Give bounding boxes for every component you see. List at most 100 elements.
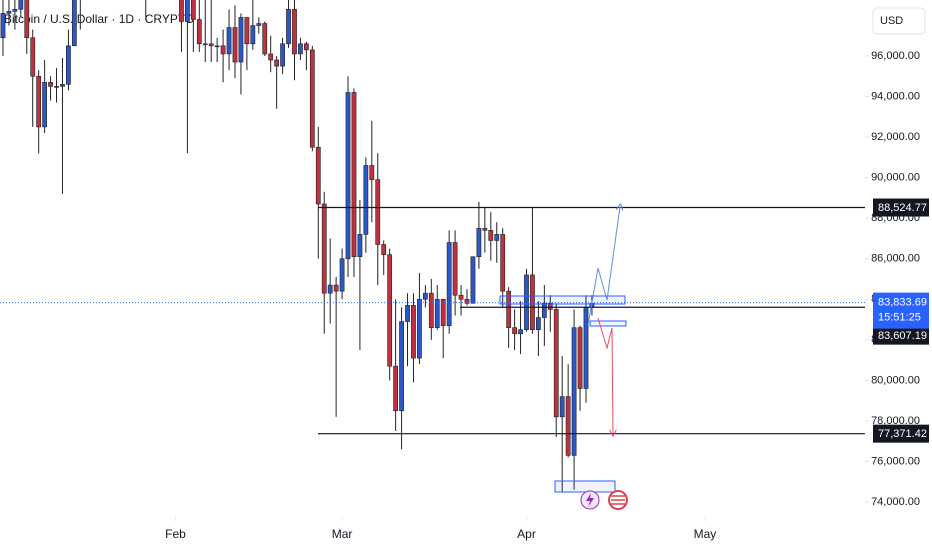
candle-body <box>220 45 226 55</box>
candle-body <box>399 321 404 412</box>
x-tick-label: Feb <box>165 527 186 541</box>
currency[interactable]: USD <box>880 15 903 27</box>
candle-body <box>422 292 428 300</box>
candle-body <box>452 242 458 296</box>
candle-body <box>185 0 190 22</box>
candle-body <box>179 0 184 22</box>
price-line-label-box <box>873 326 929 345</box>
candle-body <box>571 327 577 456</box>
candle-body <box>434 298 440 328</box>
candle-body <box>393 365 398 412</box>
candle-body <box>488 230 494 241</box>
candle-body <box>428 292 434 328</box>
candle-body <box>226 27 232 55</box>
candle-body <box>458 294 464 300</box>
candle-body <box>369 165 375 180</box>
candle-body <box>387 254 393 367</box>
candle-body <box>577 327 583 389</box>
price-line-label: 83,607.19 <box>878 330 927 342</box>
candle-body <box>232 27 238 63</box>
arrow-down <box>597 317 613 433</box>
candle-body <box>440 298 446 326</box>
candle-body <box>48 82 53 87</box>
candle-body <box>583 307 589 389</box>
candle-body <box>381 244 387 255</box>
candle-body <box>345 92 351 260</box>
candle-body <box>482 228 488 231</box>
price-line-label: 88,524.77 <box>878 202 927 214</box>
candle-body <box>280 43 285 67</box>
y-tick-label: 86,000.00 <box>871 253 920 265</box>
candle-body <box>66 45 71 85</box>
candle-body <box>553 309 559 418</box>
y-tick-label: 92,000.00 <box>871 131 920 143</box>
candle-body <box>24 0 30 39</box>
candle-body <box>12 9 18 12</box>
price-line-label-box <box>873 198 929 217</box>
candle-body <box>500 234 506 292</box>
x-tick-label: Mar <box>332 527 353 541</box>
candle-body <box>327 284 333 294</box>
candle-body <box>464 298 470 304</box>
candle-body <box>286 9 291 45</box>
chart-title: Bitcoin / U.S. Dollar · 1D · CRYPTO <box>4 12 194 26</box>
candle-body <box>202 43 208 46</box>
currency-box[interactable] <box>872 7 926 35</box>
candle-body <box>559 396 565 418</box>
candle-body <box>536 317 541 330</box>
candle-body <box>208 43 214 47</box>
candle-body <box>315 146 321 205</box>
zone <box>554 480 616 493</box>
y-tick-label: 78,000.00 <box>871 415 920 427</box>
candle-body <box>60 84 65 87</box>
candle-body <box>54 86 59 88</box>
candle-body <box>321 203 327 294</box>
candle-body <box>30 37 36 77</box>
candle-body <box>333 284 339 292</box>
price-line-label: 77,371.42 <box>878 428 927 440</box>
candle-body <box>476 228 482 257</box>
candle-body <box>214 45 220 48</box>
candle-body <box>190 0 196 20</box>
countdown: 15:51:25 <box>878 312 921 324</box>
candle-body <box>250 25 256 45</box>
y-tick-label: 74,000.00 <box>871 496 920 508</box>
candle-body <box>292 9 297 55</box>
arrow-up <box>587 207 620 326</box>
candle-body <box>506 290 512 328</box>
plot <box>0 0 865 492</box>
y-tick-label: 76,000.00 <box>871 455 920 467</box>
current-price-box <box>873 292 929 329</box>
candle-body <box>363 165 369 235</box>
candle-body <box>6 11 12 14</box>
candle-body <box>565 396 571 456</box>
candle-body <box>357 234 363 257</box>
candle-body <box>541 303 547 318</box>
candle-body <box>244 17 250 45</box>
drawings <box>499 207 628 510</box>
price-line-label-box <box>873 424 929 443</box>
y-tick-label: 80,000.00 <box>871 374 920 386</box>
candle-body <box>309 49 315 148</box>
x-tick-label: May <box>694 527 717 541</box>
candle-body <box>18 0 24 10</box>
candle-body <box>274 59 280 67</box>
candle-body <box>303 43 309 51</box>
candle-body <box>196 19 202 45</box>
candle-body <box>494 234 500 241</box>
candle-body <box>268 53 274 61</box>
x-tick-label: Apr <box>517 527 536 541</box>
candle-body <box>351 92 357 257</box>
y-tick-label: 96,000.00 <box>871 50 920 62</box>
candle-body <box>0 13 6 39</box>
candle-body <box>470 256 476 304</box>
news-icon-flag <box>611 495 625 505</box>
candle-body <box>512 327 517 335</box>
candle-body <box>256 23 262 26</box>
zone <box>499 295 626 305</box>
candle-body <box>417 298 422 359</box>
candle-body <box>446 242 452 326</box>
y-tick-label: 94,000.00 <box>871 90 920 102</box>
zone <box>589 320 627 327</box>
